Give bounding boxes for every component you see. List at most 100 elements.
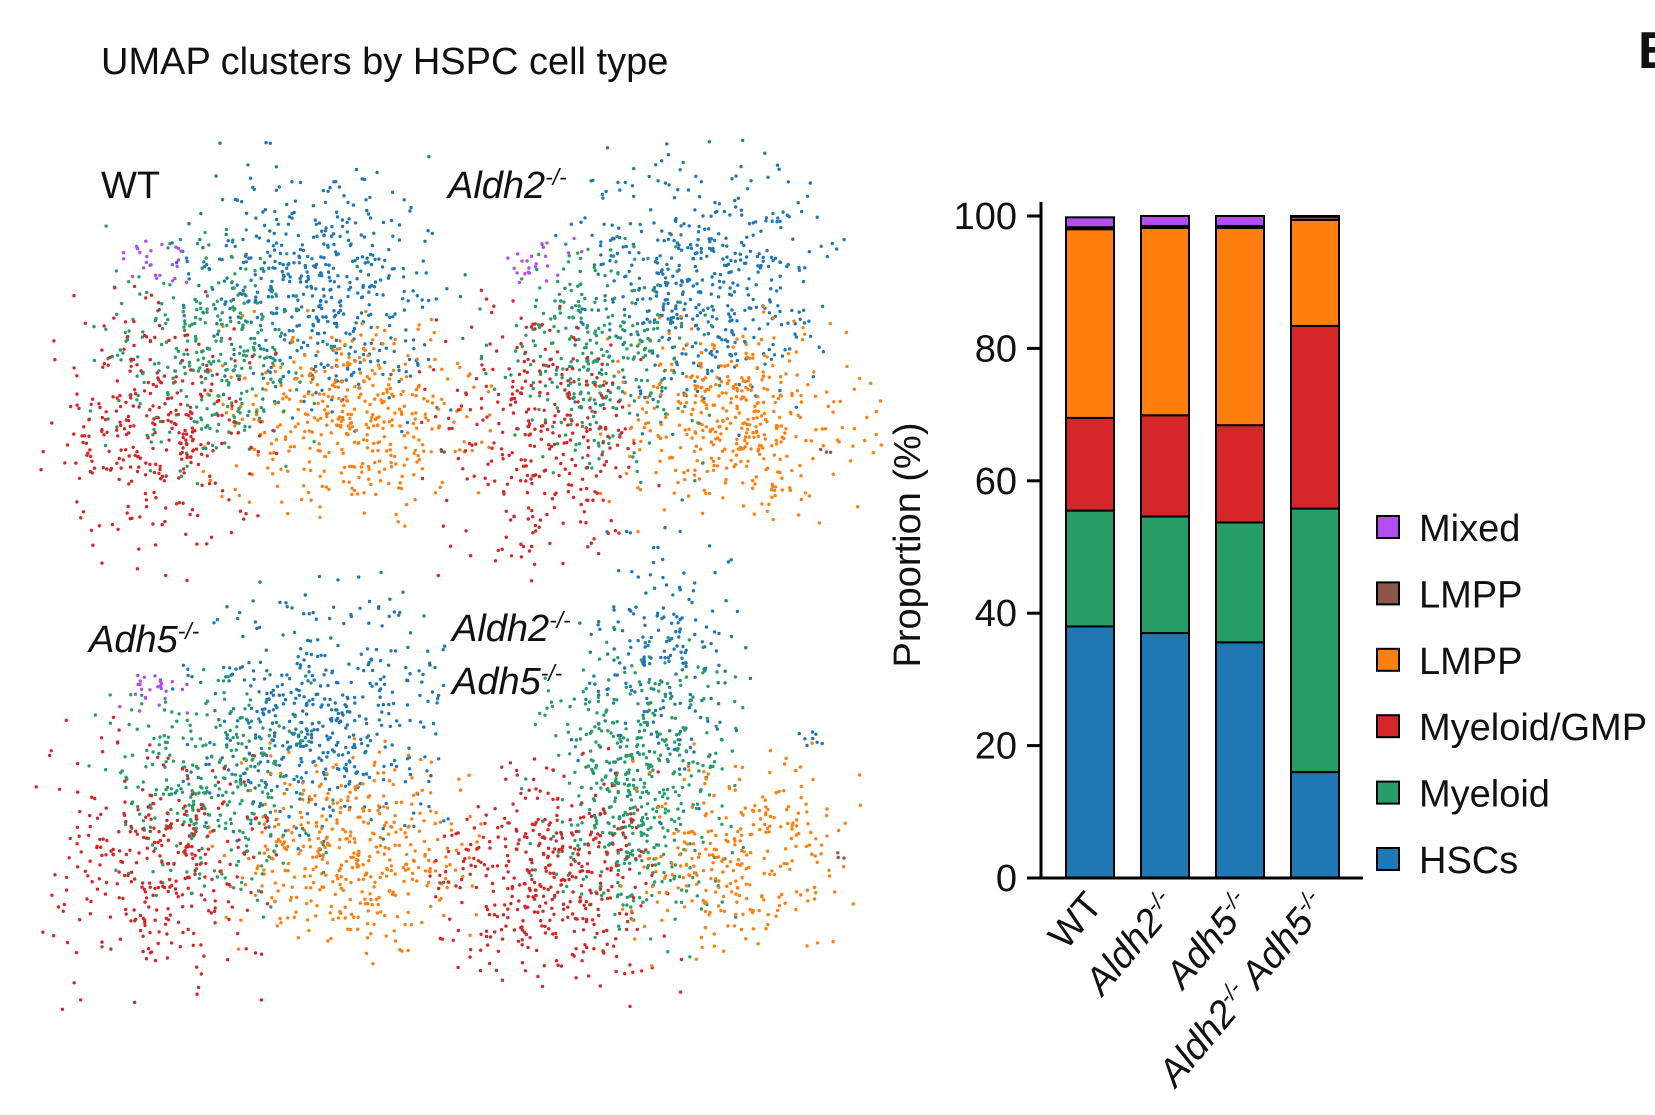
umap-point — [82, 425, 86, 429]
umap-point — [316, 350, 320, 354]
umap-point — [141, 788, 145, 792]
umap-point — [369, 325, 373, 330]
umap-point — [257, 783, 261, 788]
umap-point — [233, 272, 237, 276]
umap-point — [857, 376, 862, 381]
umap-point — [170, 680, 174, 684]
umap-point — [135, 247, 140, 251]
umap-point — [238, 397, 243, 401]
umap-point — [202, 884, 207, 888]
umap-point — [641, 297, 645, 301]
umap-point — [652, 221, 656, 225]
umap-point — [586, 445, 591, 450]
umap-point — [233, 244, 237, 249]
umap-point — [755, 366, 759, 370]
umap-point — [542, 330, 547, 334]
umap-point — [585, 355, 590, 360]
umap-point — [149, 817, 153, 821]
umap-point — [584, 521, 588, 525]
umap-point — [346, 200, 350, 205]
umap-point — [651, 397, 655, 402]
umap-point — [254, 295, 258, 299]
umap-point — [417, 370, 422, 374]
umap-point — [207, 267, 212, 272]
umap-point — [393, 893, 398, 897]
umap-point — [318, 888, 322, 892]
umap-point — [430, 231, 434, 236]
umap-point — [649, 635, 653, 640]
umap-point — [461, 467, 465, 471]
umap-point — [274, 311, 279, 315]
umap-point — [222, 691, 226, 695]
umap-point — [187, 277, 191, 281]
umap-point — [88, 824, 93, 829]
umap-point — [632, 451, 636, 455]
umap-point — [213, 307, 217, 311]
umap-point — [741, 334, 745, 339]
umap-point — [209, 795, 214, 800]
umap-point — [290, 315, 294, 319]
umap-point — [199, 943, 203, 947]
umap-point — [538, 390, 542, 395]
umap-point — [220, 198, 225, 202]
umap-point — [690, 344, 695, 349]
umap-point — [266, 381, 270, 386]
umap-point — [445, 885, 449, 890]
umap-point — [154, 788, 159, 792]
umap-point — [526, 506, 531, 510]
umap-point — [337, 185, 342, 189]
umap-point — [442, 819, 446, 823]
umap-point — [124, 820, 128, 824]
umap-point — [127, 418, 131, 423]
umap-point — [641, 355, 645, 359]
umap-point — [172, 861, 176, 866]
umap-point — [377, 895, 381, 900]
umap-point — [400, 474, 404, 478]
umap-point — [592, 674, 596, 678]
umap-point — [271, 244, 276, 248]
umap-point — [669, 368, 674, 372]
umap-point — [220, 413, 224, 417]
umap-point — [564, 326, 568, 330]
umap-point — [269, 442, 274, 446]
umap-point — [193, 853, 197, 858]
umap-point — [325, 423, 329, 427]
umap-point — [238, 345, 242, 349]
umap-point — [786, 321, 790, 325]
umap-point — [774, 423, 779, 428]
umap-point — [648, 394, 652, 398]
umap-point — [662, 508, 667, 512]
umap-point — [331, 232, 336, 236]
umap-point — [227, 445, 231, 449]
umap-point — [199, 375, 203, 379]
umap-point — [122, 347, 126, 351]
umap-point — [50, 421, 54, 425]
umap-point — [298, 797, 302, 801]
umap-point — [375, 292, 379, 297]
umap-point — [72, 366, 76, 370]
umap-point — [797, 266, 801, 270]
umap-point — [390, 424, 394, 428]
umap-point — [754, 475, 758, 479]
umap-point — [246, 837, 251, 841]
umap-point — [155, 276, 159, 280]
umap-point — [166, 889, 170, 894]
umap-point — [176, 920, 181, 924]
umap-point — [355, 277, 359, 281]
umap-point — [248, 366, 253, 370]
umap-point — [319, 362, 323, 366]
umap-point — [97, 524, 102, 528]
umap-point — [92, 324, 96, 329]
umap-point — [361, 352, 366, 357]
umap-point — [135, 567, 140, 571]
umap-point — [540, 242, 544, 246]
umap-point — [615, 234, 619, 239]
umap-point — [338, 810, 342, 815]
umap-point — [225, 803, 229, 807]
umap-point — [710, 275, 714, 279]
umap-point — [667, 183, 671, 187]
umap-point — [509, 475, 514, 480]
umap-point — [509, 518, 513, 522]
umap-point — [588, 681, 592, 685]
umap-point — [256, 769, 260, 773]
